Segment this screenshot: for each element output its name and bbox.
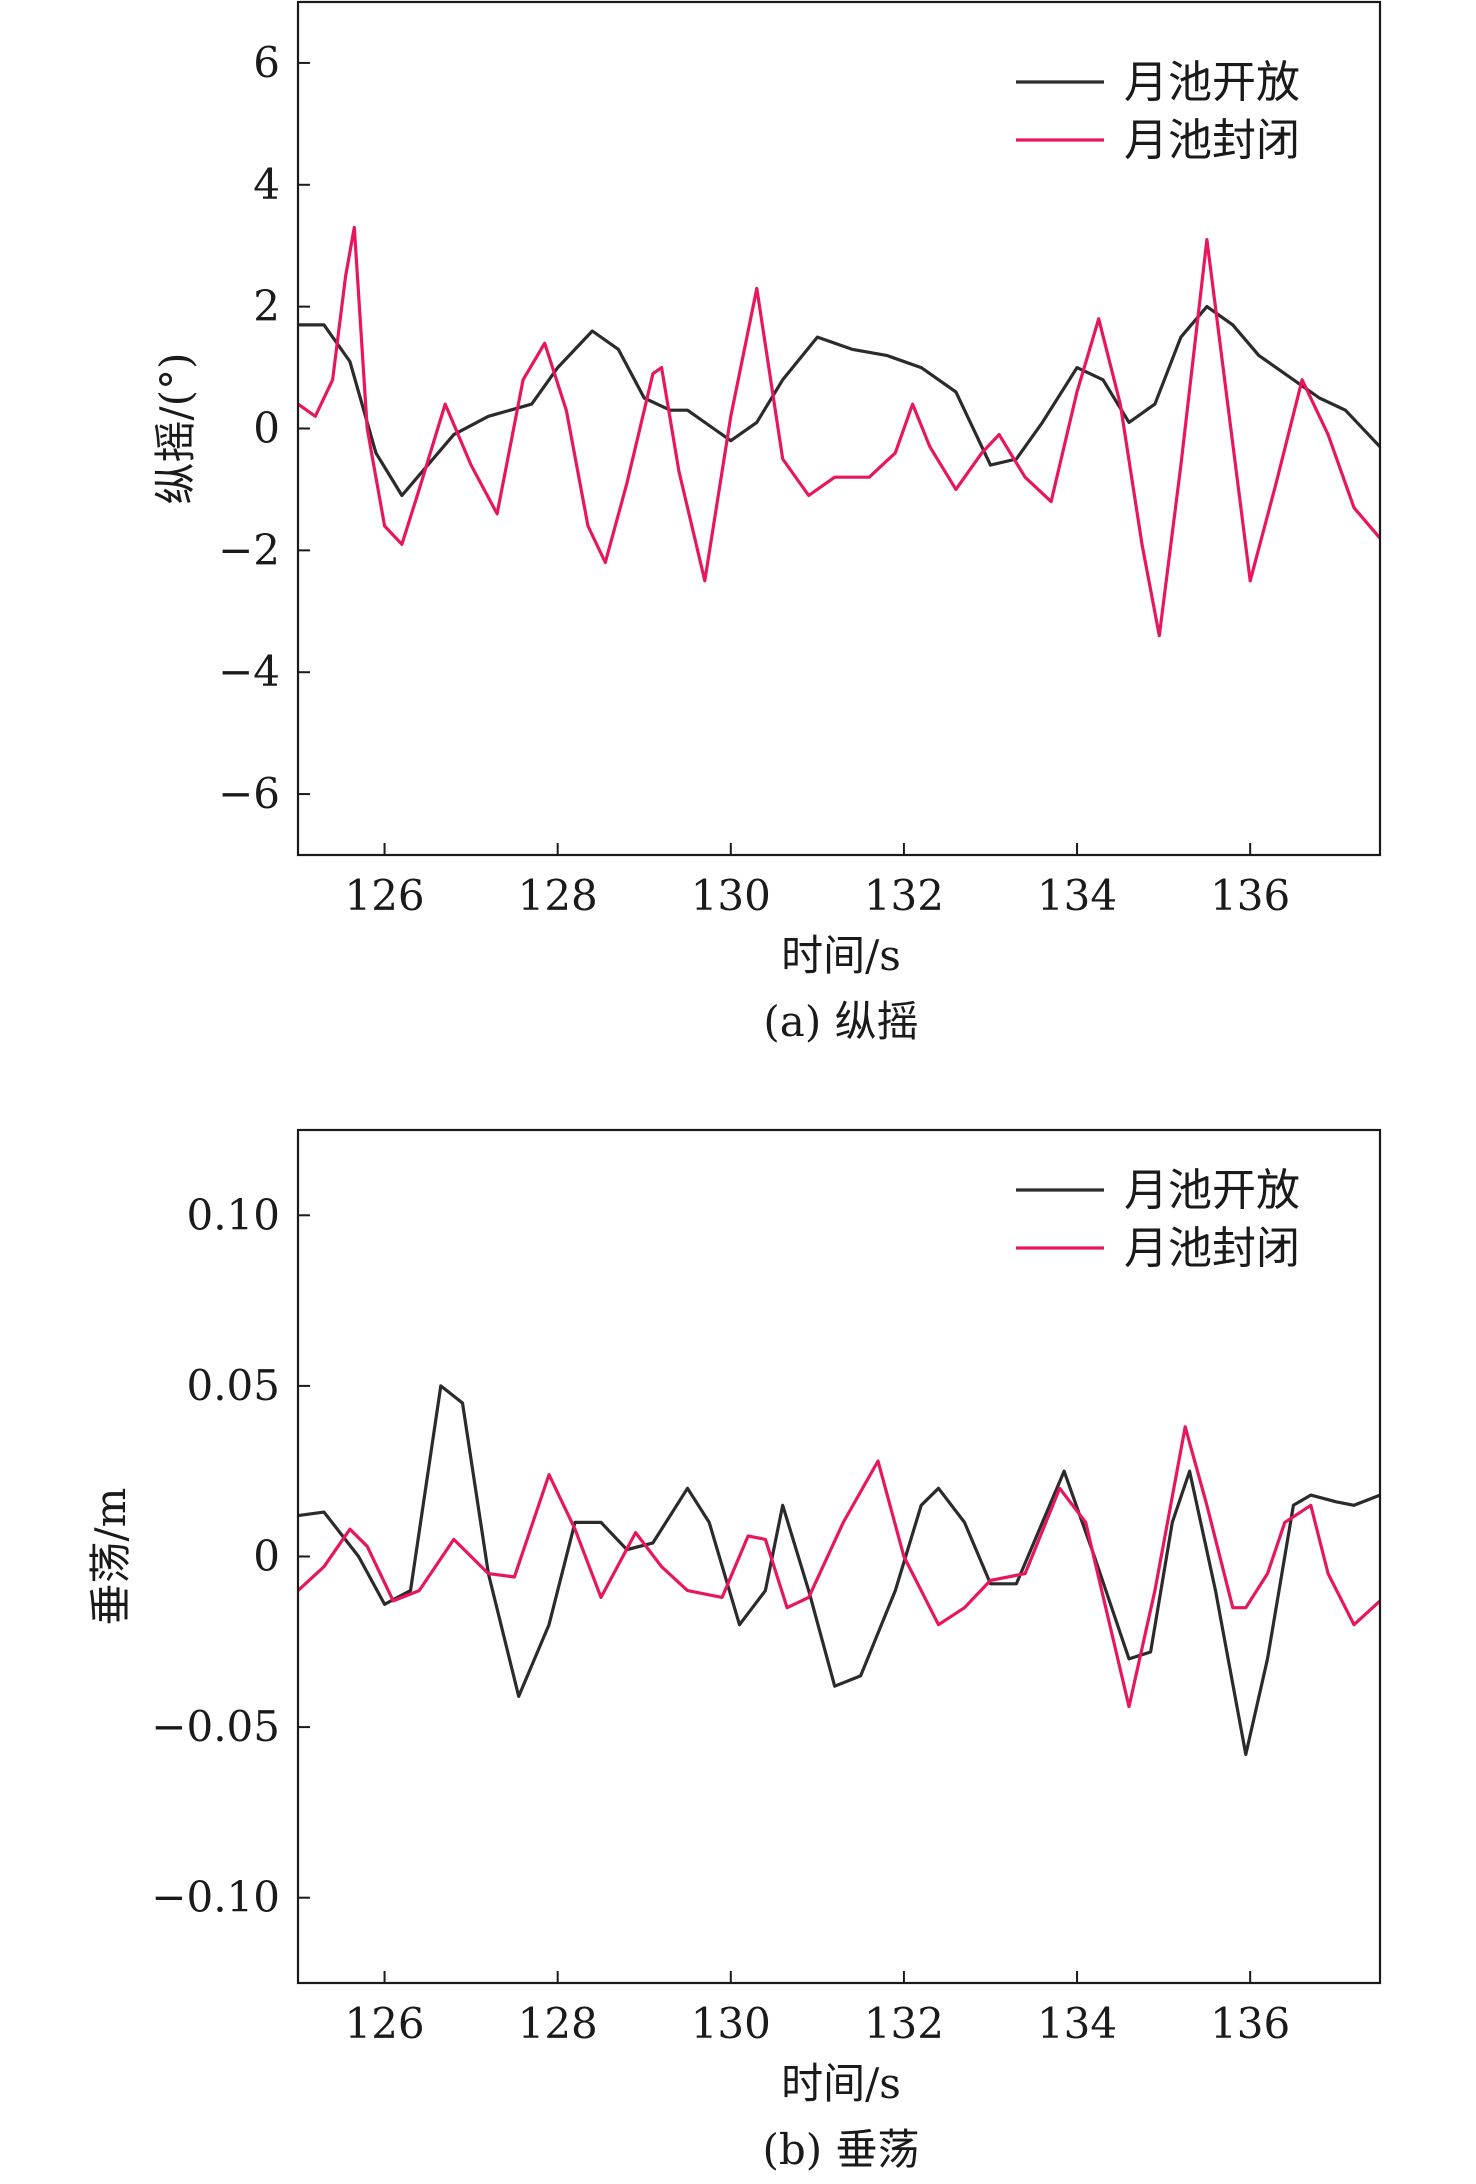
- chart-b-series-open-line: [298, 1386, 1380, 1755]
- chart-a-x-tick-label: 136: [1210, 871, 1290, 920]
- chart-b-x-tick-label: 134: [1037, 1999, 1117, 2048]
- chart-b-x-tick-label: 126: [344, 1999, 424, 2048]
- chart-a-y-tick-label: −2: [218, 525, 280, 574]
- chart-a: 126 128 130 132 134 136 6 4 2 0 −2 −4 −6 时间/s 纵摇/(°) (a…: [151, 2, 1380, 1046]
- chart-b-y-tick-label: 0.05: [186, 1361, 280, 1410]
- chart-a-x-tick-label: 128: [518, 871, 598, 920]
- chart-b-legend-label-closed: 月池封闭: [1124, 1223, 1300, 1274]
- chart-a-y-tick-label: 0: [253, 404, 280, 453]
- chart-b-series-closed-line: [298, 1427, 1380, 1707]
- chart-b-x-tick-label: 132: [864, 1999, 944, 2048]
- chart-b-x-tick-label: 128: [518, 1999, 598, 2048]
- chart-a-y-axis-label: 纵摇/(°): [151, 353, 200, 505]
- chart-b-y-axis-label: 垂荡/m: [86, 1488, 135, 1626]
- chart-b-legend-label-open: 月池开放: [1124, 1165, 1300, 1216]
- chart-b: 126 128 130 132 134 136 0.10 0.05 0 −0.05 −0.10 时间/…: [86, 1130, 1380, 2174]
- chart-b-y-tick-label: −0.05: [151, 1702, 280, 1751]
- chart-b-y-tick-label: 0: [253, 1532, 280, 1581]
- chart-a-x-tick-label: 126: [344, 871, 424, 920]
- chart-a-y-tick-label: 4: [253, 160, 280, 209]
- chart-a-legend-label-closed: 月池封闭: [1124, 115, 1300, 166]
- chart-a-x-tick-label: 132: [864, 871, 944, 920]
- chart-b-y-tick-label: 0.10: [186, 1190, 280, 1239]
- chart-b-x-tick-label: 136: [1210, 1999, 1290, 2048]
- chart-a-y-tick-label: −6: [218, 769, 280, 818]
- chart-a-x-tick-label: 130: [691, 871, 771, 920]
- chart-a-y-tick-label: −4: [218, 647, 280, 696]
- chart-a-x-axis-label: 时间/s: [781, 931, 901, 980]
- chart-a-y-tick-label: 6: [253, 38, 280, 87]
- chart-a-x-tick-label: 134: [1037, 871, 1117, 920]
- chart-b-caption: (b) 垂荡: [762, 2125, 919, 2174]
- chart-a-legend-label-open: 月池开放: [1124, 57, 1300, 108]
- chart-a-y-tick-label: 2: [253, 282, 280, 331]
- chart-b-y-tick-label: −0.10: [151, 1873, 280, 1922]
- chart-b-x-tick-label: 130: [691, 1999, 771, 2048]
- chart-a-caption: (a) 纵摇: [763, 997, 918, 1046]
- chart-b-x-axis-label: 时间/s: [781, 2059, 901, 2108]
